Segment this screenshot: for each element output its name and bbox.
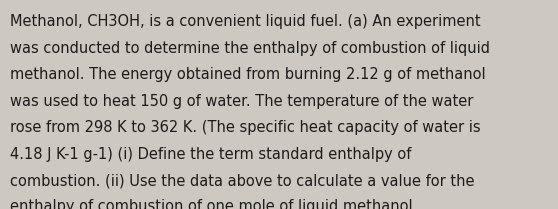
Text: enthalpy of combustion of one mole of liquid methanol.: enthalpy of combustion of one mole of li…: [10, 200, 417, 209]
Text: combustion. (ii) Use the data above to calculate a value for the: combustion. (ii) Use the data above to c…: [10, 173, 474, 188]
Text: Methanol, CH3OH, is a convenient liquid fuel. (a) An experiment: Methanol, CH3OH, is a convenient liquid …: [10, 14, 480, 29]
Text: was conducted to determine the enthalpy of combustion of liquid: was conducted to determine the enthalpy …: [10, 41, 490, 56]
Text: rose from 298 K to 362 K. (The specific heat capacity of water is: rose from 298 K to 362 K. (The specific …: [10, 120, 480, 135]
Text: was used to heat 150 g of water. The temperature of the water: was used to heat 150 g of water. The tem…: [10, 93, 473, 108]
Text: 4.18 J K-1 g-1) (i) Define the term standard enthalpy of: 4.18 J K-1 g-1) (i) Define the term stan…: [10, 147, 411, 162]
Text: methanol. The energy obtained from burning 2.12 g of methanol: methanol. The energy obtained from burni…: [10, 67, 485, 82]
